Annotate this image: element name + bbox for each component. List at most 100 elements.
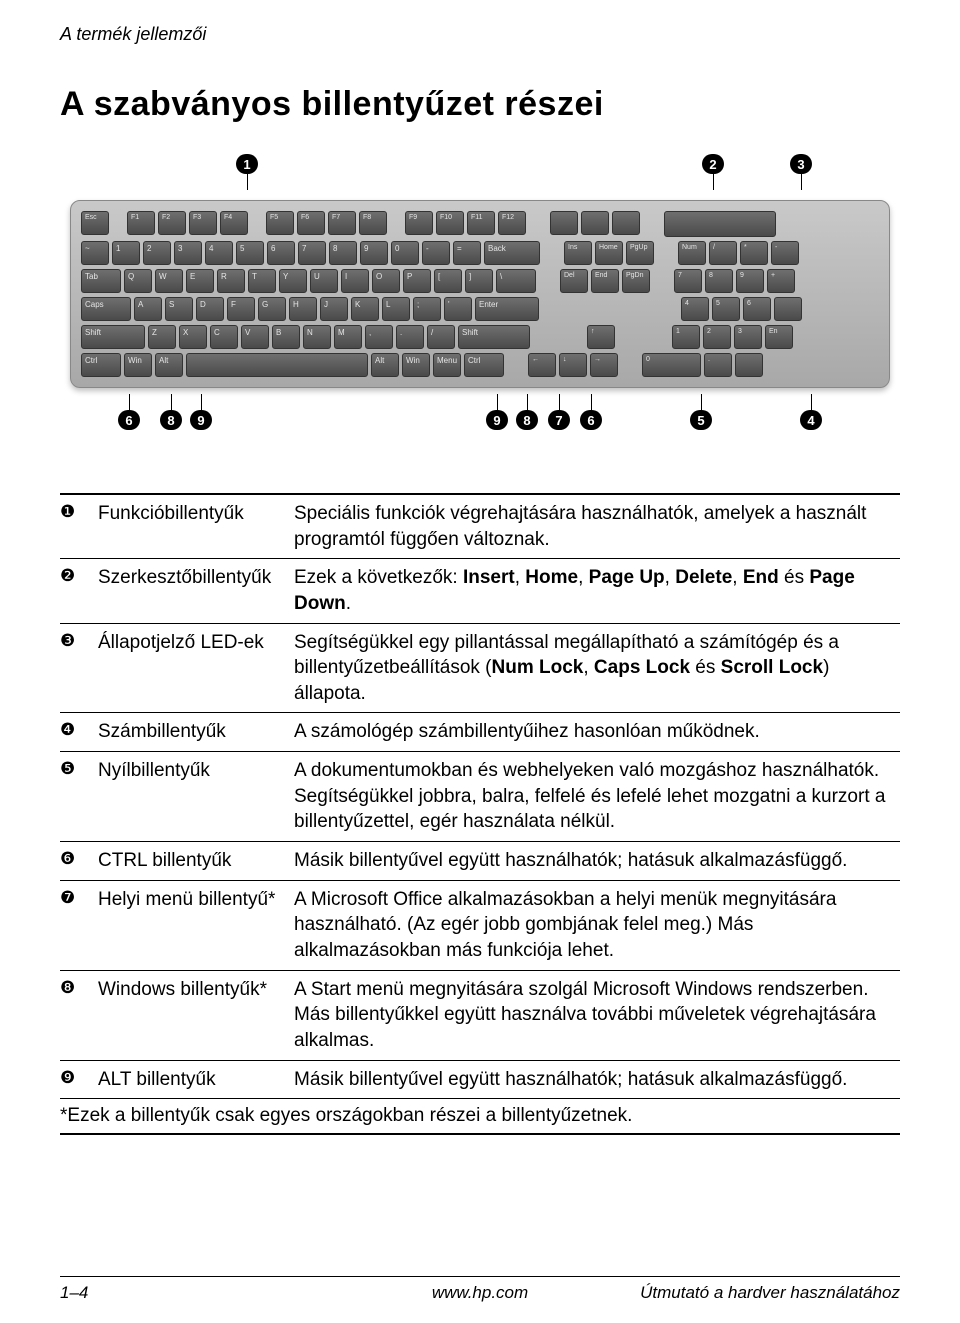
row-description: Speciális funkciók végrehajtására haszná…: [294, 494, 900, 559]
key: Num: [678, 241, 706, 265]
table-row: ❾ALT billentyűkMásik billentyűvel együtt…: [60, 1060, 900, 1098]
key: 5: [236, 241, 264, 265]
key: F11: [467, 211, 495, 235]
lead-line: [497, 394, 498, 410]
footer-left: 1–4: [60, 1283, 340, 1303]
key: C: [210, 325, 238, 349]
row-description: Ezek a következők: Insert, Home, Page Up…: [294, 559, 900, 623]
callout-bubble: 8: [160, 410, 182, 430]
spacer: [563, 297, 657, 321]
spacer: [533, 325, 551, 349]
page: A termék jellemzői A szabványos billenty…: [0, 0, 960, 1323]
key: Ins: [564, 241, 592, 265]
callout-7: 7: [548, 394, 570, 430]
key: [: [434, 269, 462, 293]
key: Q: [124, 269, 152, 293]
arrow-cluster: ← ↓ →: [528, 353, 618, 377]
key: F7: [328, 211, 356, 235]
key: F4: [220, 211, 248, 235]
key-ctrl: Ctrl: [464, 353, 504, 377]
bottom-callouts: 6 8 9 9 8 7 6 5 4: [70, 394, 890, 438]
key-left: ←: [528, 353, 556, 377]
key: ;: [413, 297, 441, 321]
key: U: [310, 269, 338, 293]
row-1: ~ 1 2 3 4 5 6 7 8 9 0 - = Back Ins Home …: [81, 241, 879, 265]
callout-bubble: 4: [800, 410, 822, 430]
key: PgDn: [622, 269, 650, 293]
key: 2: [143, 241, 171, 265]
lead-line: [129, 394, 130, 410]
nav-cluster: [550, 211, 640, 237]
spacer: [643, 211, 661, 235]
key: 8: [329, 241, 357, 265]
key: 4: [681, 297, 709, 321]
key: ,: [365, 325, 393, 349]
legend-table: ❶FunkcióbillentyűkSpeciális funkciók vég…: [60, 493, 900, 1098]
callout-6b: 6: [580, 394, 602, 430]
key: *: [740, 241, 768, 265]
key: 8: [705, 269, 733, 293]
key: I: [341, 269, 369, 293]
table-row: ❷SzerkesztőbillentyűkEzek a következők: …: [60, 559, 900, 623]
spacer: [251, 211, 263, 235]
key: 6: [267, 241, 295, 265]
key: 0: [642, 353, 701, 377]
row-description: A dokumentumokban és webhelyeken való mo…: [294, 752, 900, 842]
key: P: [403, 269, 431, 293]
spacer: [390, 211, 402, 235]
row-number: ❸: [60, 623, 98, 713]
key: 3: [734, 325, 762, 349]
key: Z: [148, 325, 176, 349]
page-title: A szabványos billentyűzet részei: [60, 85, 900, 124]
key: 4: [205, 241, 233, 265]
row-name: Nyílbillentyűk: [98, 752, 294, 842]
spacer: [542, 297, 560, 321]
key: 2: [703, 325, 731, 349]
lead-line: [591, 394, 592, 410]
key: +: [767, 269, 795, 293]
table-row: ❽Windows billentyűk*A Start menü megnyit…: [60, 970, 900, 1060]
num-cluster: 7 8 9 +: [674, 269, 795, 293]
row-description: Segítségükkel egy pillantással megállapí…: [294, 623, 900, 713]
spacer: [651, 325, 669, 349]
key-caps: Caps: [81, 297, 131, 321]
key: ]: [465, 269, 493, 293]
key-tab: Tab: [81, 269, 121, 293]
key: F12: [498, 211, 526, 235]
key: En: [765, 325, 793, 349]
key: O: [372, 269, 400, 293]
key: 7: [674, 269, 702, 293]
row-4: Shift Z X C V B N M , . / Shift ↑ 1 2: [81, 325, 879, 349]
key-down: ↓: [559, 353, 587, 377]
callout-3: 3: [790, 154, 812, 190]
table-row: ❺NyílbillentyűkA dokumentumokban és webh…: [60, 752, 900, 842]
callout-8b: 8: [516, 394, 538, 430]
key-win: Win: [402, 353, 430, 377]
row-number: ❺: [60, 752, 98, 842]
key: [774, 297, 802, 321]
row-name: Szerkesztőbillentyűk: [98, 559, 294, 623]
key: 5: [712, 297, 740, 321]
lead-line: [801, 174, 802, 190]
key: =: [453, 241, 481, 265]
row-number: ❾: [60, 1060, 98, 1098]
callout-bubble: 9: [486, 410, 508, 430]
row-number: ❹: [60, 713, 98, 752]
lead-line: [247, 174, 248, 190]
row-2: Tab Q W E R T Y U I O P [ ] \ Del End Pg…: [81, 269, 879, 293]
key: F1: [127, 211, 155, 235]
callout-bubble: 5: [690, 410, 712, 430]
row-5: Ctrl Win Alt Alt Win Menu Ctrl ← ↓ → 0 .: [81, 353, 879, 377]
page-footer: 1–4 www.hp.com Útmutató a hardver haszná…: [60, 1276, 900, 1303]
row-number: ❼: [60, 880, 98, 970]
spacer: [112, 211, 124, 235]
key: ': [444, 297, 472, 321]
row-name: Állapotjelző LED-ek: [98, 623, 294, 713]
row-number: ❷: [60, 559, 98, 623]
key: F6: [297, 211, 325, 235]
key: PgUp: [626, 241, 654, 265]
nav-cluster: Ins Home PgUp: [564, 241, 654, 265]
top-callouts: 1 2 3: [70, 154, 890, 194]
row-description: Másik billentyűvel együtt használhatók; …: [294, 842, 900, 881]
lead-line: [811, 394, 812, 410]
